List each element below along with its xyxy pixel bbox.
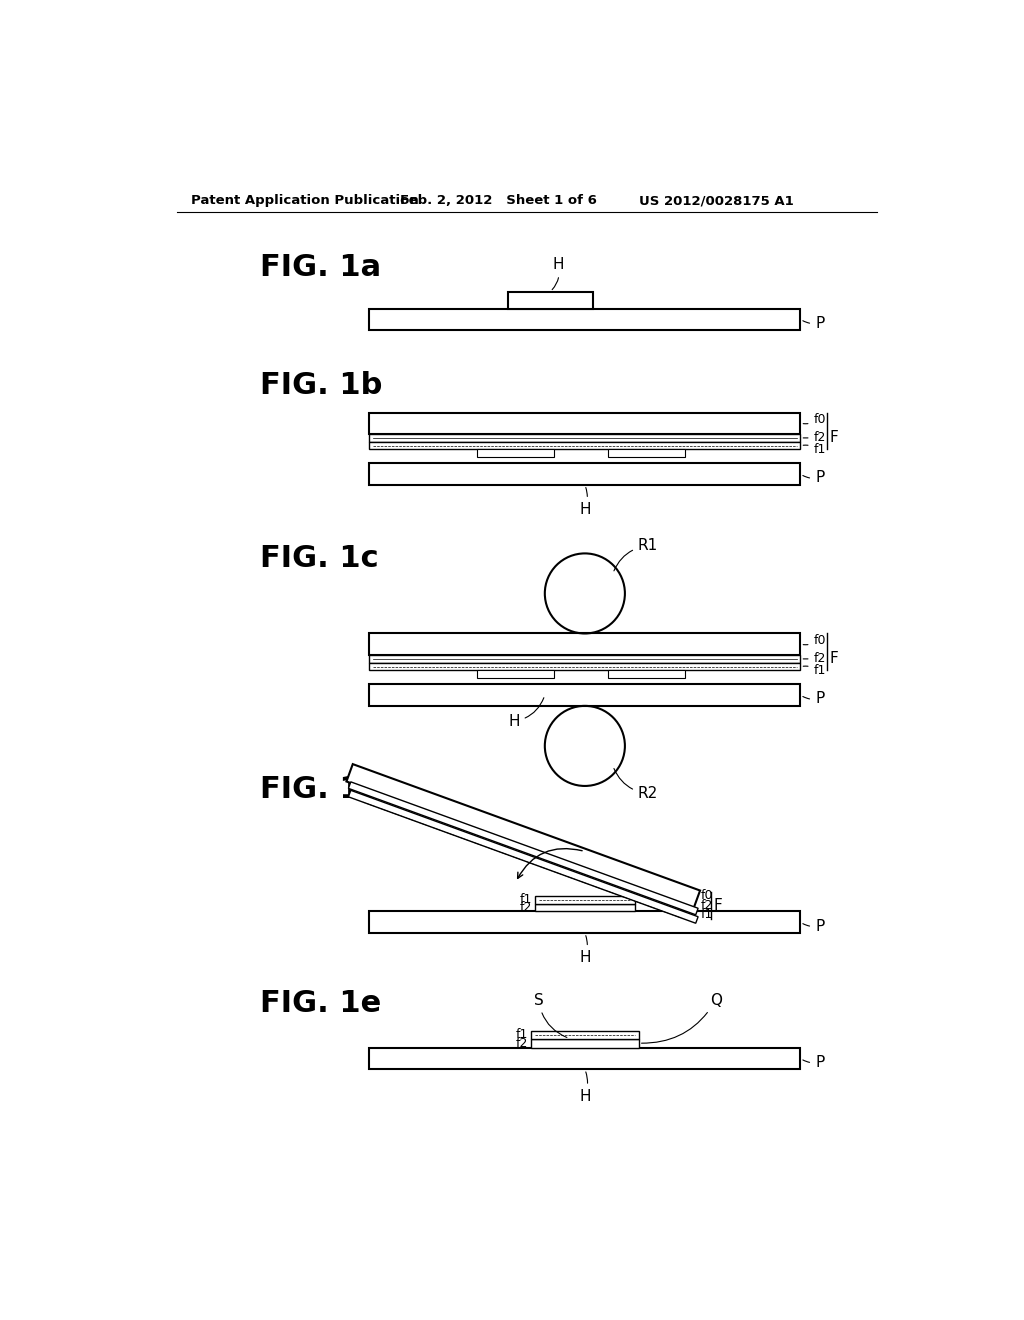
Text: f2: f2 — [803, 432, 826, 445]
Bar — [370, 442, 801, 449]
Text: f1: f1 — [803, 444, 826, 455]
Text: FIG. 1b: FIG. 1b — [260, 371, 382, 400]
Bar — [531, 1031, 639, 1039]
Text: Feb. 2, 2012   Sheet 1 of 6: Feb. 2, 2012 Sheet 1 of 6 — [400, 194, 597, 207]
Text: f1: f1 — [515, 1028, 528, 1041]
Bar — [370, 911, 801, 933]
Text: P: P — [803, 1055, 824, 1071]
Bar — [531, 1039, 639, 1048]
Text: R1: R1 — [614, 539, 658, 570]
Text: P: P — [803, 919, 824, 933]
Text: f1: f1 — [700, 908, 713, 921]
Bar — [370, 434, 801, 442]
Bar — [370, 463, 801, 484]
Bar — [508, 292, 593, 309]
Text: f1: f1 — [519, 894, 531, 907]
Bar — [370, 412, 801, 434]
Bar — [477, 449, 554, 457]
Text: FIG. 1c: FIG. 1c — [260, 544, 379, 573]
Text: P: P — [803, 470, 824, 486]
Text: FIG. 1d: FIG. 1d — [260, 775, 382, 804]
Bar — [535, 896, 635, 904]
Text: Q: Q — [642, 993, 722, 1043]
Text: H: H — [580, 936, 591, 965]
Text: R2: R2 — [614, 768, 658, 801]
Polygon shape — [346, 764, 700, 908]
Bar — [370, 655, 801, 663]
Text: H: H — [508, 698, 544, 729]
Bar — [370, 663, 801, 671]
Text: F: F — [829, 430, 839, 445]
Text: H: H — [552, 257, 563, 289]
Bar — [370, 309, 801, 330]
Polygon shape — [348, 781, 698, 915]
Polygon shape — [348, 791, 698, 923]
Text: f2: f2 — [519, 902, 531, 915]
Bar — [477, 671, 554, 678]
Bar — [370, 634, 801, 655]
Text: FIG. 1e: FIG. 1e — [260, 990, 381, 1018]
Text: US 2012/0028175 A1: US 2012/0028175 A1 — [639, 194, 794, 207]
Text: f0: f0 — [803, 413, 826, 426]
Text: H: H — [580, 487, 591, 517]
Bar — [370, 1048, 801, 1069]
Text: F: F — [829, 651, 839, 667]
Text: f1: f1 — [803, 664, 826, 677]
Bar — [608, 449, 685, 457]
Text: f2: f2 — [700, 899, 713, 912]
Text: P: P — [803, 315, 824, 331]
Bar — [535, 904, 635, 911]
Text: FIG. 1a: FIG. 1a — [260, 253, 381, 282]
Text: F: F — [714, 898, 723, 913]
Text: S: S — [534, 993, 567, 1038]
Text: f0: f0 — [700, 888, 714, 902]
Text: f0: f0 — [803, 634, 826, 647]
Text: H: H — [580, 1072, 591, 1104]
Bar — [370, 684, 801, 706]
Text: P: P — [803, 692, 824, 706]
Text: f2: f2 — [515, 1036, 528, 1049]
Text: Patent Application Publication: Patent Application Publication — [190, 194, 419, 207]
Bar — [608, 671, 685, 678]
Text: f2: f2 — [803, 652, 826, 665]
